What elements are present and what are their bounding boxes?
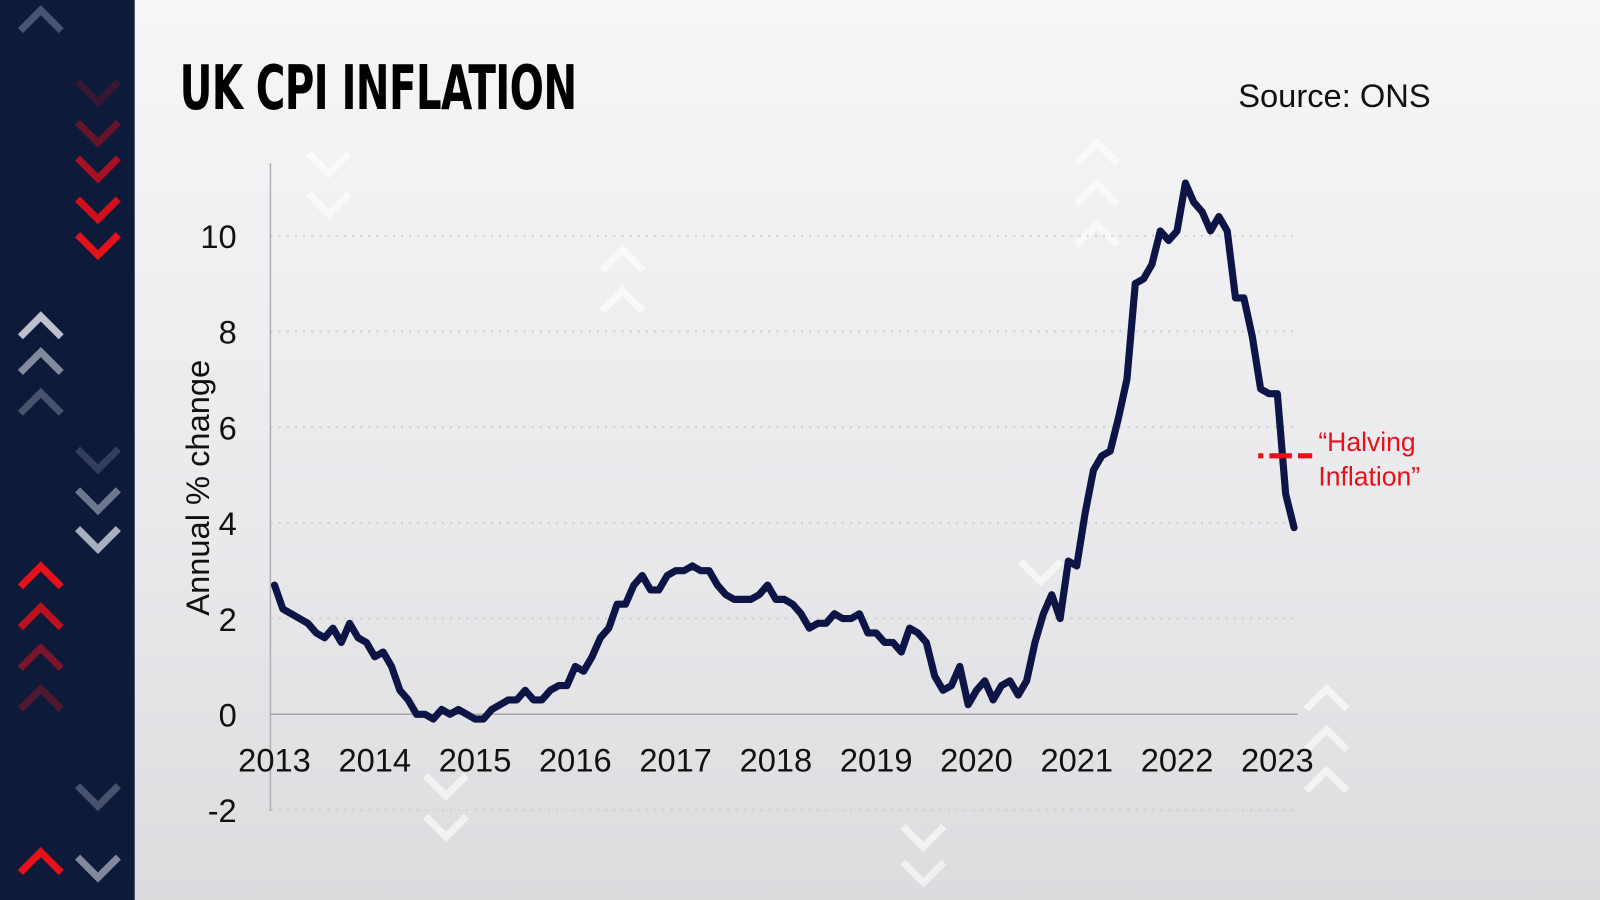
x-tick-label: 2015	[439, 741, 512, 778]
y-tick-label: 4	[219, 505, 237, 542]
chevron-down-icon	[75, 155, 121, 184]
chevron-down-icon	[75, 487, 121, 516]
chevron-down-icon	[1017, 558, 1064, 587]
chevron-down-icon	[305, 150, 352, 179]
y-tick-label: 6	[219, 409, 237, 446]
chevron-up-icon	[17, 387, 64, 416]
annotation-label-line1: “Halving	[1318, 427, 1415, 457]
y-tick-label: 2	[219, 601, 237, 638]
chevron-up-icon	[1303, 765, 1350, 794]
x-tick-label: 2021	[1040, 741, 1113, 778]
x-tick-label: 2016	[539, 741, 612, 778]
chevron-up-icon	[1303, 724, 1350, 753]
chevron-up-icon	[17, 683, 64, 712]
cpi-series-line	[270, 179, 1298, 723]
x-tick-label: 2022	[1141, 741, 1214, 778]
x-tick-label: 2014	[338, 741, 411, 778]
chevron-down-icon	[75, 783, 121, 812]
chevron-up-icon	[1073, 219, 1120, 248]
chevron-up-icon	[17, 346, 64, 375]
y-tick-label: 8	[219, 314, 237, 351]
chevron-down-icon	[900, 859, 947, 888]
decorative-sidebar	[0, 0, 135, 900]
chevron-down-icon	[305, 191, 352, 220]
chevron-down-icon	[75, 526, 121, 555]
chevron-down-icon	[422, 813, 469, 842]
chevron-down-icon	[900, 823, 947, 852]
x-tick-label: 2018	[740, 741, 813, 778]
chevron-up-icon	[599, 244, 646, 273]
chevron-up-icon	[17, 642, 64, 671]
chevron-up-icon	[17, 561, 64, 590]
chevron-down-icon	[75, 196, 121, 225]
y-tick-label: 0	[219, 697, 237, 734]
chevron-down-icon	[75, 79, 121, 108]
chevron-down-icon	[75, 854, 121, 883]
chevron-up-icon	[1073, 137, 1120, 166]
y-axis-label: Annual % change	[179, 360, 216, 616]
x-tick-label: 2023	[1241, 741, 1314, 778]
chevron-up-icon	[17, 602, 64, 631]
chevron-up-icon	[1303, 683, 1350, 712]
source-label: Source: ONS	[1238, 77, 1431, 115]
y-tick-label: 10	[200, 218, 236, 255]
chevron-up-icon	[17, 311, 64, 340]
chevron-down-icon	[75, 446, 121, 475]
x-tick-label: 2013	[238, 741, 311, 778]
chevron-down-icon	[75, 119, 121, 148]
chevron-up-icon	[1073, 178, 1120, 207]
chevron-down-icon	[422, 772, 469, 801]
chevron-up-icon	[17, 846, 64, 875]
chevron-up-icon	[599, 285, 646, 314]
annotation-label-line2: Inflation”	[1318, 462, 1420, 492]
chart-title: UK CPI INFLATION	[179, 53, 578, 125]
x-tick-label: 2020	[940, 741, 1013, 778]
y-tick-label: -2	[208, 792, 237, 829]
chevron-pattern-icon	[17, 5, 121, 883]
x-tick-label: 2017	[639, 741, 712, 778]
x-tick-label: 2019	[840, 741, 913, 778]
chevron-down-icon	[75, 232, 121, 261]
chevron-up-icon	[17, 5, 64, 34]
